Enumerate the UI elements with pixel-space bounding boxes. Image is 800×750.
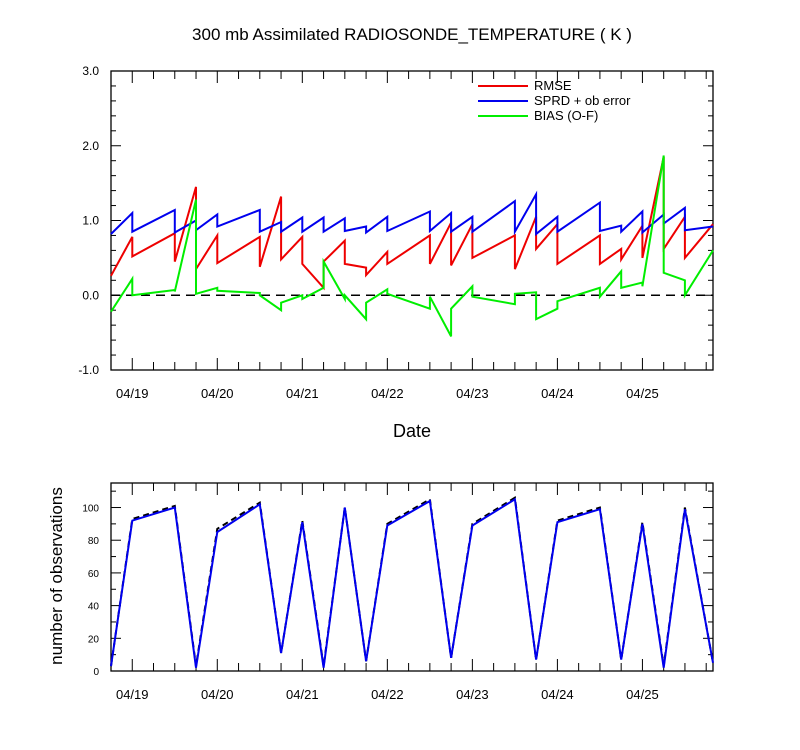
- bottom-panel: number of observations 0 20 40 60 80 100 04/19…: [47, 482, 714, 702]
- y-tick-label: 60: [88, 569, 100, 580]
- x-tick-label: 04/20: [201, 386, 234, 401]
- series-line-bias-o-f: [110, 155, 714, 337]
- series-line-observations-assimilated: [110, 497, 714, 668]
- y-tick-label: 0.0: [82, 288, 99, 302]
- x-tick-label: 04/23: [456, 687, 489, 702]
- series-line-observations-possible: [110, 496, 714, 667]
- plot-frame: [110, 482, 714, 672]
- x-tick-label: 04/24: [541, 687, 574, 702]
- y-tick-label: -1.0: [78, 363, 99, 377]
- chart-title: 300 mb Assimilated RADIOSONDE_TEMPERATUR…: [192, 25, 632, 44]
- y-tick-label: 80: [88, 536, 100, 547]
- series-line-sprd-ob-error: [110, 190, 714, 237]
- x-tick-label: 04/20: [201, 687, 234, 702]
- x-tick-label: 04/24: [541, 386, 574, 401]
- series-line-rmse: [110, 156, 714, 291]
- x-tick-label: 04/22: [371, 687, 404, 702]
- legend-label: RMSE: [534, 78, 572, 93]
- x-axis-label: Date: [393, 421, 431, 441]
- y-axis-label: number of observations: [47, 487, 66, 665]
- x-tick-label: 04/19: [116, 386, 149, 401]
- y-tick-label: 3.0: [82, 64, 99, 78]
- y-tick-label: 40: [88, 602, 100, 613]
- legend-label: BIAS (O-F): [534, 108, 598, 123]
- y-tick-label: 0: [93, 667, 99, 678]
- x-tick-label: 04/23: [456, 386, 489, 401]
- top-panel: 300 mb Assimilated RADIOSONDE_TEMPERATUR…: [78, 25, 714, 441]
- y-tick-label: 2.0: [82, 139, 99, 153]
- legend-label: SPRD + ob error: [534, 93, 631, 108]
- x-tick-label: 04/21: [286, 386, 319, 401]
- y-tick-label: 100: [82, 504, 99, 515]
- y-tick-label: 20: [88, 634, 100, 645]
- x-tick-label: 04/19: [116, 687, 149, 702]
- x-tick-label: 04/25: [626, 687, 659, 702]
- x-tick-label: 04/21: [286, 687, 319, 702]
- x-tick-label: 04/22: [371, 386, 404, 401]
- y-tick-label: 1.0: [82, 214, 99, 228]
- x-tick-label: 04/25: [626, 386, 659, 401]
